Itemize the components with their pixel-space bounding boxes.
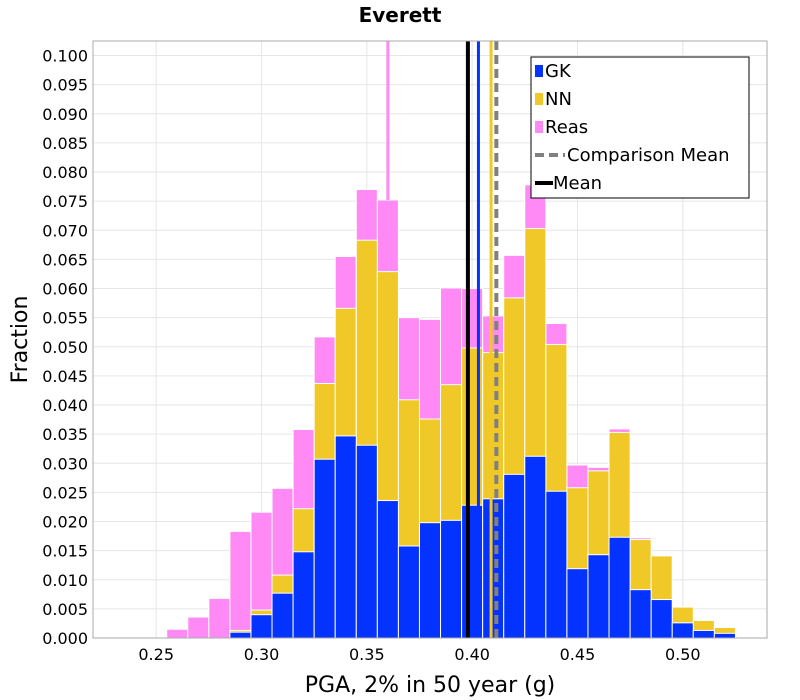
bar-gk bbox=[482, 498, 505, 639]
y-axis-label: Fraction bbox=[8, 296, 33, 384]
bar-gk bbox=[692, 629, 715, 639]
y-tick-label: 0.065 bbox=[42, 250, 88, 269]
bar-gk bbox=[650, 599, 673, 639]
bar-reas bbox=[208, 597, 231, 639]
legend-label: Reas bbox=[545, 117, 588, 138]
y-tick-label: 0.070 bbox=[42, 221, 88, 240]
legend-box bbox=[530, 56, 750, 199]
y-tick-label: 0.090 bbox=[42, 105, 88, 124]
y-tick-label: 0.085 bbox=[42, 134, 88, 153]
bar-gk bbox=[397, 545, 420, 639]
legend-label: Comparison Mean bbox=[567, 145, 730, 166]
y-tick-label: 0.005 bbox=[42, 600, 88, 619]
x-tick-label: 0.45 bbox=[560, 645, 596, 664]
legend: GK NN Reas Comparison Mean Mean bbox=[530, 56, 750, 199]
bar-gk bbox=[503, 473, 526, 639]
y-tick-label: 0.025 bbox=[42, 483, 88, 502]
mean-lines-group bbox=[465, 41, 499, 638]
bar-gk bbox=[671, 622, 694, 639]
y-tick-label: 0.035 bbox=[42, 425, 88, 444]
y-tick-label: 0.010 bbox=[42, 571, 88, 590]
x-tick-label: 0.35 bbox=[349, 645, 385, 664]
x-tick-label: 0.40 bbox=[454, 645, 490, 664]
bar-gk bbox=[524, 455, 547, 639]
bar-gk bbox=[229, 631, 252, 639]
bar-reas bbox=[229, 530, 252, 639]
bar-gk bbox=[713, 632, 736, 639]
bar-gk bbox=[629, 589, 652, 639]
bar-gk bbox=[313, 458, 336, 639]
bar-reas bbox=[166, 628, 189, 639]
bar-gk bbox=[376, 500, 399, 639]
y-tick-label: 0.045 bbox=[42, 367, 88, 386]
bar-gk bbox=[545, 490, 568, 639]
legend-label: NN bbox=[545, 89, 572, 110]
bar-gk bbox=[418, 522, 442, 639]
y-tick-label: 0.100 bbox=[42, 47, 88, 66]
x-tick-label: 0.50 bbox=[665, 645, 701, 664]
chart-title: Everett bbox=[359, 3, 442, 27]
y-tick-label: 0.040 bbox=[42, 396, 88, 415]
legend-label: Mean bbox=[553, 173, 602, 194]
bar-gk bbox=[587, 554, 610, 639]
y-tick-label: 0.060 bbox=[42, 280, 88, 299]
bar-gk bbox=[292, 551, 315, 639]
legend-label: GK bbox=[545, 61, 572, 82]
x-tick-label: 0.30 bbox=[244, 645, 280, 664]
y-tick-label: 0.075 bbox=[42, 192, 88, 211]
x-axis-ticks: 0.25 0.30 0.35 0.40 0.45 0.50 bbox=[138, 645, 700, 664]
bar-gk bbox=[440, 519, 463, 639]
x-axis-label: PGA, 2% in 50 year (g) bbox=[305, 673, 556, 698]
bar-gk bbox=[608, 536, 631, 639]
y-tick-label: 0.050 bbox=[42, 338, 88, 357]
bar-reas bbox=[187, 616, 210, 639]
y-tick-label: 0.000 bbox=[42, 629, 88, 648]
x-tick-label: 0.25 bbox=[138, 645, 174, 664]
bar-reas-spike bbox=[386, 41, 390, 201]
y-tick-label: 0.020 bbox=[42, 513, 88, 532]
bar-gk bbox=[250, 614, 273, 639]
y-tick-label: 0.030 bbox=[42, 454, 88, 473]
y-tick-label: 0.095 bbox=[42, 76, 88, 95]
bar-gk bbox=[334, 435, 357, 639]
y-tick-label: 0.080 bbox=[42, 163, 88, 182]
bar-gk bbox=[271, 592, 294, 639]
legend-swatch-reas bbox=[535, 121, 543, 133]
bar-gk bbox=[566, 568, 589, 639]
y-tick-label: 0.015 bbox=[42, 542, 88, 561]
bar-gk bbox=[355, 444, 378, 639]
y-tick-label: 0.055 bbox=[42, 309, 88, 328]
y-axis-ticks: 0.000 0.005 0.010 0.015 0.020 0.025 0.030 0.035… bbox=[42, 47, 88, 648]
legend-swatch-gk bbox=[535, 65, 543, 77]
legend-swatch-nn bbox=[535, 93, 543, 105]
plot-frame bbox=[92, 40, 768, 639]
